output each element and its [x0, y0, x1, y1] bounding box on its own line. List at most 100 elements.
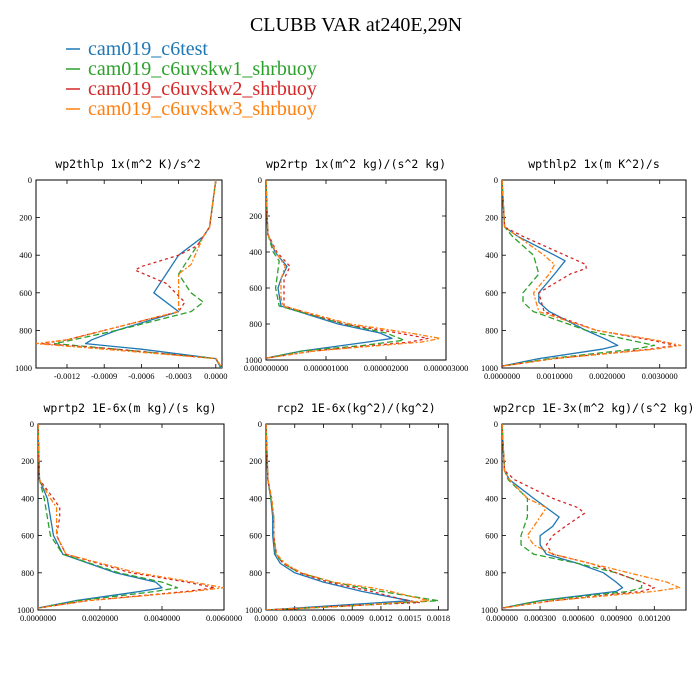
y-tick-label: 0 [494, 419, 498, 429]
series-line [266, 424, 430, 610]
y-tick-label: 0 [30, 419, 34, 429]
chart-panel: wprtp2 1E-6x(m kg)/(s kg) 0 200 400 600 800 10… [17, 401, 242, 623]
y-tick-label: 1000 [15, 363, 32, 373]
panel-title: wp2rcp 1E-3x(m^2 kg)/(s^2 kg) [494, 401, 695, 415]
x-tick-label: -0.0006 [128, 371, 154, 381]
panel-title: wp2rtp 1x(m^2 kg)/(s^2 kg) [266, 157, 446, 171]
y-tick-label: 0 [28, 175, 32, 185]
x-tick-label: 0.0003 [283, 613, 306, 623]
y-tick-label: 400 [249, 493, 262, 503]
series-line [502, 180, 682, 367]
plot-frame [501, 423, 687, 611]
y-tick-label: 400 [485, 250, 498, 260]
series-line [36, 180, 222, 368]
legend-entry: cam019_c6test [88, 38, 208, 60]
y-tick-label: 1000 [481, 605, 498, 615]
x-tick-label: 0.000300 [524, 613, 556, 623]
x-tick-label: 0.000001000 [304, 363, 349, 373]
y-tick-label: 600 [249, 283, 262, 293]
x-tick-label: 0.0060000 [206, 613, 242, 623]
plot-frame [265, 179, 447, 361]
series-line [502, 424, 681, 609]
plot-frame [501, 179, 687, 369]
legend-entry: cam019_c6uvskw1_shrbuoy [88, 58, 317, 80]
y-tick-label: 800 [19, 325, 32, 335]
series-line [53, 180, 222, 368]
series-line [502, 180, 677, 367]
series-line [38, 424, 224, 609]
x-tick-label: 0.0030000 [642, 371, 678, 381]
y-tick-label: 1000 [245, 355, 262, 365]
series-line [502, 180, 619, 367]
series-line [266, 424, 420, 610]
series-line [38, 424, 179, 609]
x-tick-label: 0.000000000 [244, 363, 289, 373]
panel-title: rcp2 1E-6x(kg^2)/(kg^2) [276, 401, 435, 415]
legend: cam019_c6testcam019_c6uvskw1_shrbuoycam0… [66, 38, 317, 120]
x-tick-label: 0.0020000 [82, 613, 118, 623]
y-tick-label: 800 [249, 319, 262, 329]
y-tick-label: 1000 [481, 363, 498, 373]
series-line [502, 424, 643, 609]
y-tick-label: 600 [19, 288, 32, 298]
y-tick-label: 800 [249, 568, 262, 578]
x-tick-label: 0.0000000 [20, 613, 56, 623]
series-line [266, 180, 441, 359]
x-tick-label: 0.0015 [398, 613, 421, 623]
plot-frame [37, 423, 225, 611]
chart-panel: rcp2 1E-6x(kg^2)/(kg^2) 0 200 400 600 800 1000… [245, 401, 450, 623]
figure-title: CLUBB VAR at240E,29N [250, 14, 462, 36]
y-tick-label: 200 [21, 456, 34, 466]
y-tick-label: 200 [249, 456, 262, 466]
y-tick-label: 0 [258, 419, 262, 429]
x-tick-label: 0.0018 [427, 613, 450, 623]
x-tick-label: 0.000600 [562, 613, 594, 623]
series-line [266, 180, 405, 359]
y-tick-label: 600 [21, 531, 34, 541]
y-tick-label: 200 [19, 213, 32, 223]
y-tick-label: 400 [21, 493, 34, 503]
series-line [266, 180, 393, 359]
legend-entry: cam019_c6uvskw2_shrbuoy [88, 78, 317, 100]
x-tick-label: 0.0010000 [537, 371, 573, 381]
chart-panel: wp2rtp 1x(m^2 kg)/(s^2 kg) 0 200 400 600 800 1… [244, 157, 469, 373]
series-line [502, 180, 656, 367]
x-tick-label: 0.0006 [312, 613, 335, 623]
y-tick-label: 400 [19, 250, 32, 260]
y-tick-label: 400 [249, 247, 262, 257]
chart-panel: wp2thlp 1x(m^2 K)/s^2 0 200 400 600 800 1000 -0… [15, 157, 227, 381]
y-tick-label: 600 [485, 288, 498, 298]
y-tick-label: 0 [258, 175, 262, 185]
series-line [502, 424, 624, 609]
plot-frame [35, 179, 223, 369]
panel-title: wpthlp2 1x(m K^2)/s [528, 157, 660, 171]
x-tick-label: 0.0000 [254, 613, 277, 623]
series-line [84, 180, 222, 368]
y-tick-label: 800 [21, 568, 34, 578]
x-tick-label: 0.0012 [369, 613, 392, 623]
x-tick-label: 0.000900 [600, 613, 632, 623]
y-tick-label: 200 [249, 211, 262, 221]
series-line [266, 424, 440, 610]
panels: wp2thlp 1x(m^2 K)/s^2 0 200 400 600 800 1000 -0… [15, 157, 694, 623]
panel-title: wprtp2 1E-6x(m kg)/(s kg) [43, 401, 216, 415]
y-tick-label: 800 [485, 325, 498, 335]
x-tick-label: -0.0009 [91, 371, 117, 381]
y-tick-label: 600 [485, 531, 498, 541]
x-tick-label: 0.0040000 [144, 613, 180, 623]
y-tick-label: 1000 [245, 605, 262, 615]
y-tick-label: 200 [485, 213, 498, 223]
y-tick-label: 600 [249, 531, 262, 541]
x-tick-label: -0.0003 [165, 371, 191, 381]
series-line [502, 424, 655, 609]
x-tick-label: 0.000000 [486, 613, 518, 623]
y-tick-label: 800 [485, 568, 498, 578]
series-line [266, 424, 411, 610]
chart-panel: wp2rcp 1E-3x(m^2 kg)/(s^2 kg) 0 200 400 600 8… [481, 401, 694, 623]
series-line [38, 424, 216, 609]
panel-title: wp2thlp 1x(m^2 K)/s^2 [55, 157, 200, 171]
y-tick-label: 1000 [17, 605, 34, 615]
series-line [41, 180, 222, 368]
y-tick-label: 0 [494, 175, 498, 185]
